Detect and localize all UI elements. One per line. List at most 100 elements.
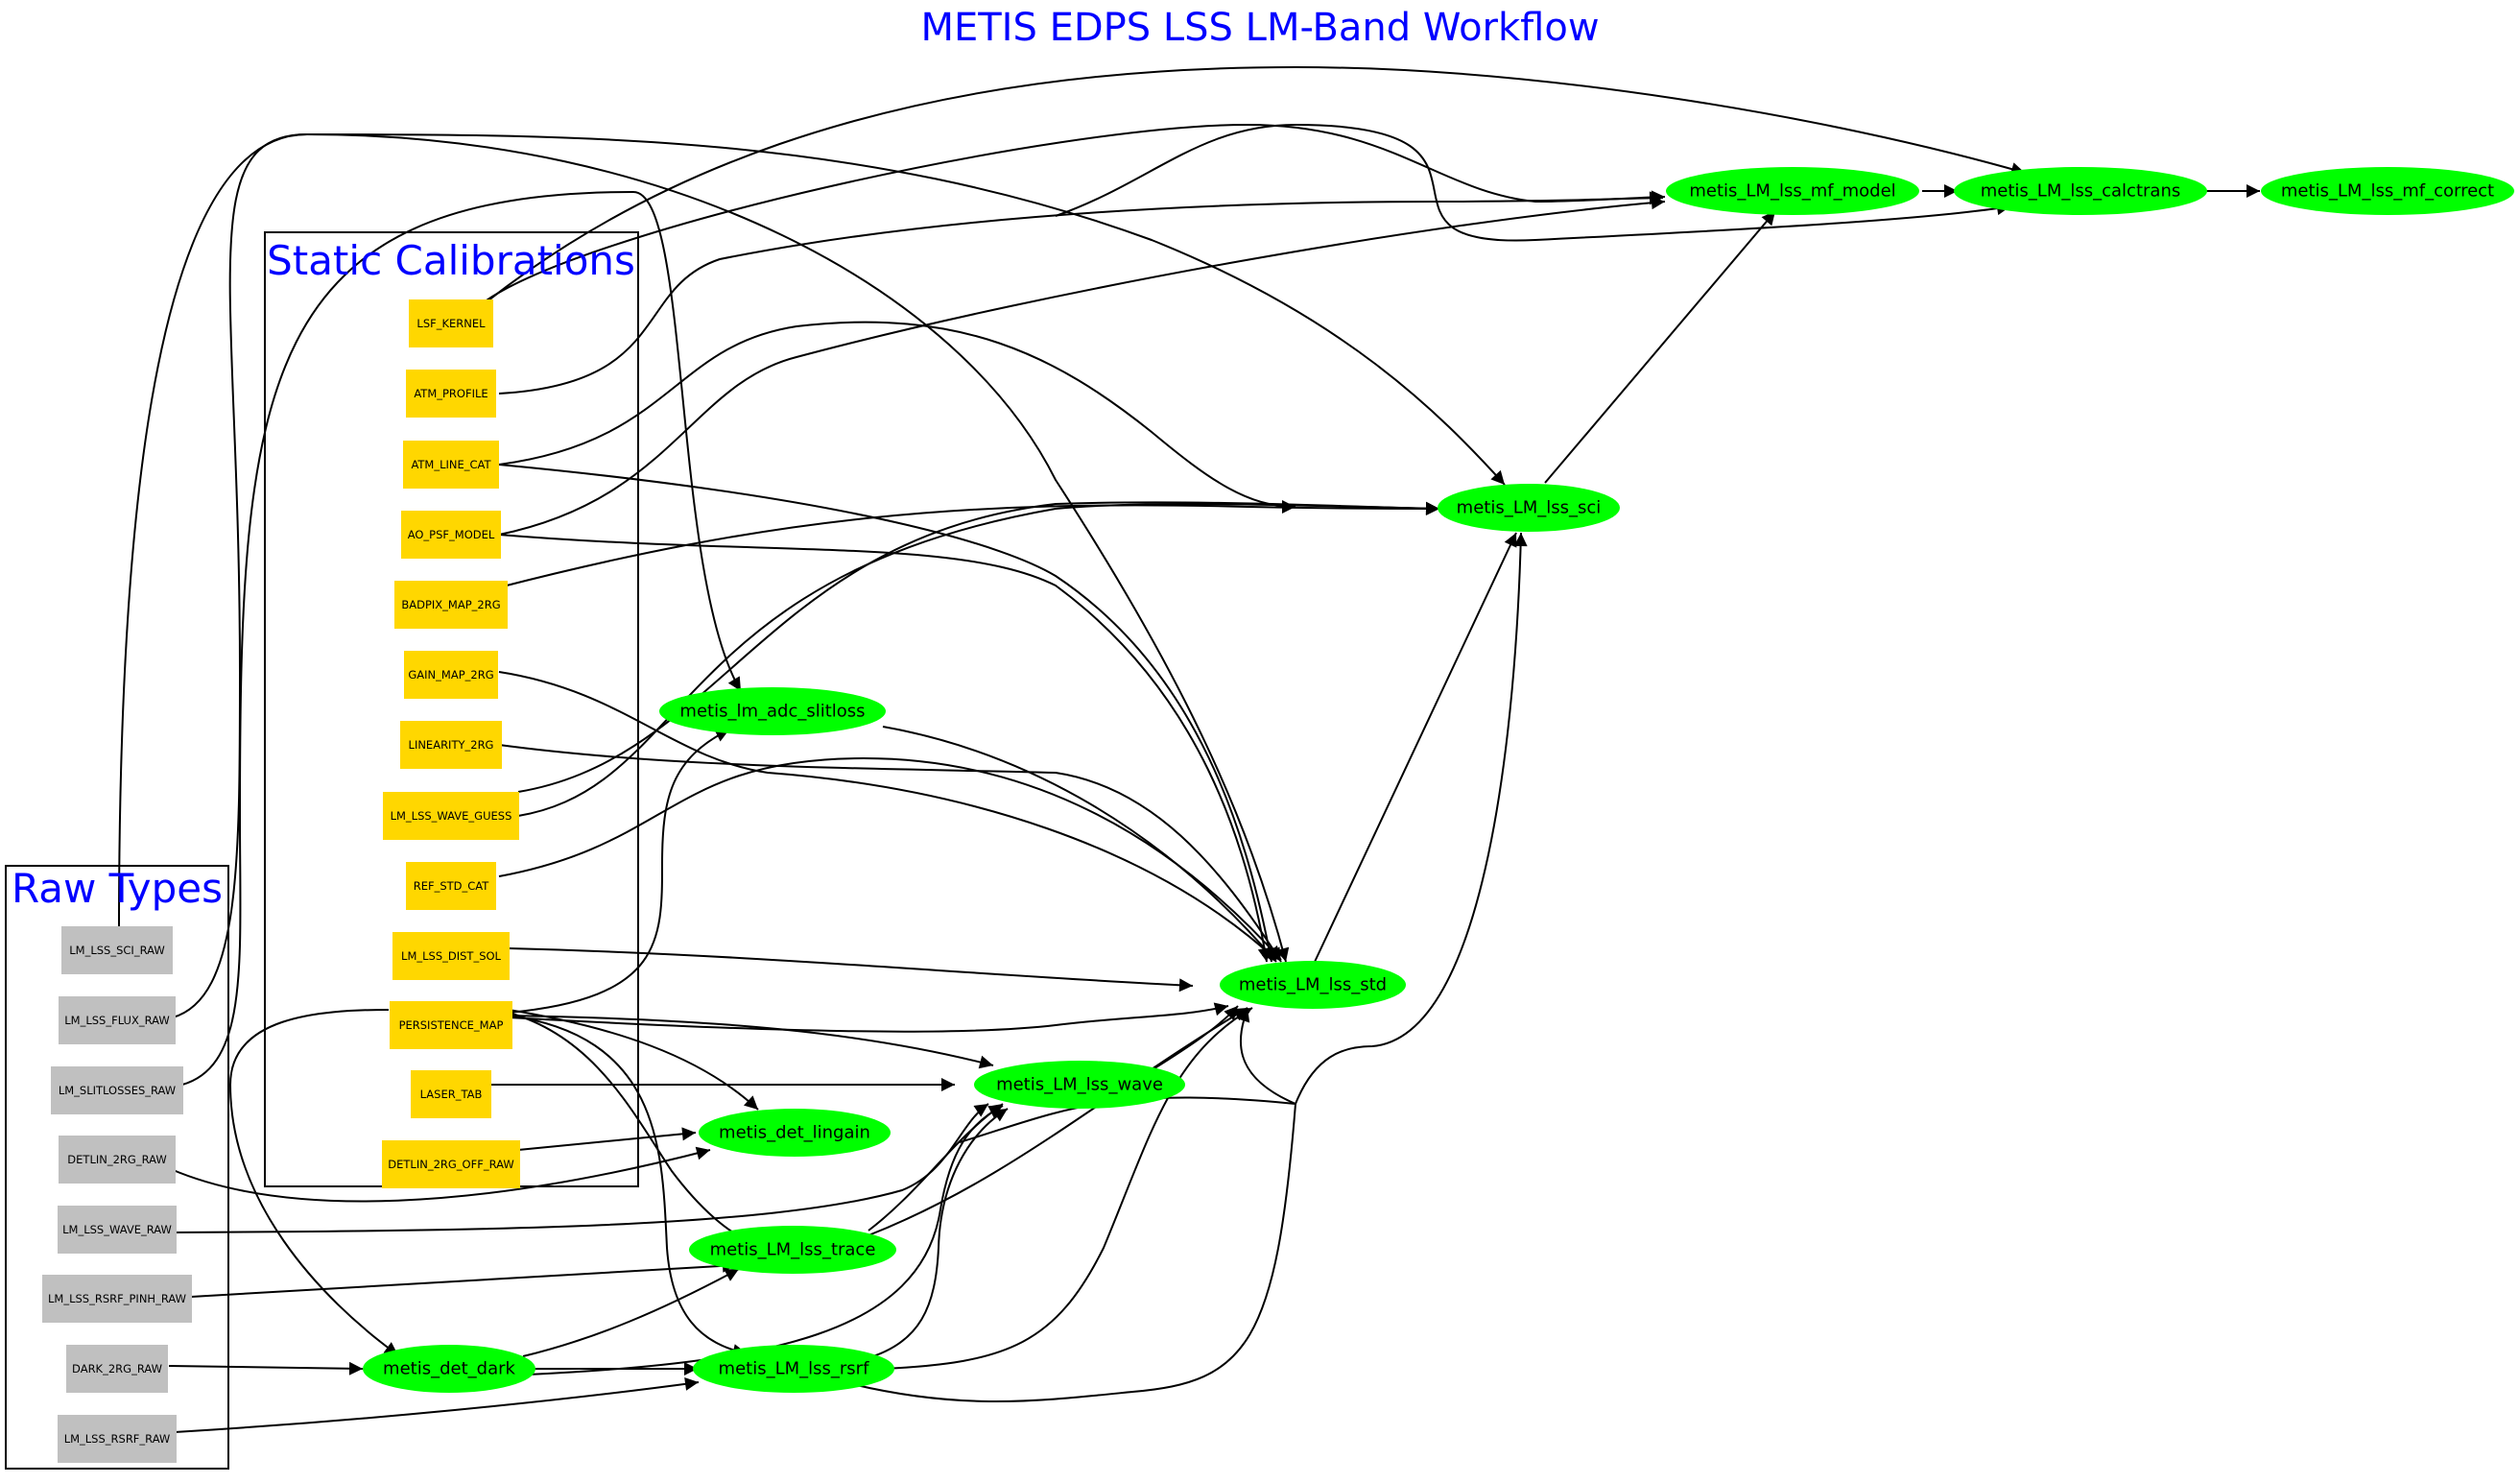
task-node-label: metis_lm_adc_slitloss [679, 702, 865, 722]
task-node-metis-lm-lss-trace: metis_LM_lss_trace [689, 1226, 896, 1274]
edge-detlin-to-lingain [170, 1146, 711, 1203]
static-node-linearity-2rg: LINEARITY_2RG [400, 721, 502, 769]
static-node-label: AO_PSF_MODEL [408, 528, 495, 541]
edge-persistence-to-wave [508, 1015, 994, 1069]
static-node-label: LM_LSS_DIST_SOL [401, 949, 502, 963]
task-nodes: metis_LM_lss_mf_model metis_LM_lss_calctr… [363, 167, 2514, 1393]
static-node-box [390, 1001, 512, 1049]
edge-persistence-to-trace [508, 1012, 749, 1242]
edge-wguess-to-sci [517, 501, 1440, 793]
edge-fluxraw-to-std [172, 132, 1290, 1018]
static-node-label: REF_STD_CAT [414, 879, 490, 893]
task-node-label: metis_LM_lss_calctrans [1981, 181, 2180, 202]
edge-persistence-to-rsrf [508, 1015, 748, 1357]
raw-node-box [42, 1275, 192, 1323]
static-node-lm-lss-dist-sol: LM_LSS_DIST_SOL [392, 932, 510, 980]
raw-node-lm-lss-sci-raw: LM_LSS_SCI_RAW [61, 926, 173, 974]
task-node-metis-lm-adc-slitloss: metis_lm_adc_slitloss [659, 687, 886, 735]
task-node-ellipse [689, 1226, 896, 1274]
static-node-box [404, 651, 498, 699]
edge-std-to-sci [1314, 532, 1517, 963]
static-node-box [392, 932, 510, 980]
task-node-metis-lm-lss-mf-model: metis_LM_lss_mf_model [1666, 167, 1919, 215]
raw-type-nodes: LM_LSS_SCI_RAW LM_LSS_FLUX_RAW LM_SLITLOSS… [42, 926, 192, 1463]
raw-node-box [58, 1415, 177, 1463]
edge-adc-to-std [882, 726, 1277, 963]
edge-gain-to-std [498, 671, 1277, 961]
static-node-box [394, 581, 508, 629]
edge-aopsf2-to-mfmodel [498, 196, 1666, 536]
static-node-label: LSF_KERNEL [416, 317, 486, 330]
static-node-gain-map-2rg: GAIN_MAP_2RG [404, 651, 498, 699]
static-node-label: GAIN_MAP_2RG [408, 668, 493, 682]
raw-node-label: LM_SLITLOSSES_RAW [59, 1084, 176, 1097]
static-node-label: BADPIX_MAP_2RG [401, 598, 500, 611]
task-node-label: metis_LM_lss_wave [996, 1075, 1163, 1095]
task-node-ellipse [1954, 167, 2207, 215]
static-node-box [406, 862, 496, 910]
static-node-label: DETLIN_2RG_OFF_RAW [388, 1158, 513, 1171]
task-node-label: metis_LM_lss_trace [710, 1240, 876, 1260]
static-node-atm-line-cat: ATM_LINE_CAT [403, 441, 499, 489]
edge-rsrf-to-std [882, 1007, 1253, 1370]
edge-rsrf-to-wave [863, 1108, 1009, 1360]
static-node-atm-profile: ATM_PROFILE [406, 370, 496, 418]
task-node-ellipse [1666, 167, 1919, 215]
edge-dark-to-trace [522, 1268, 740, 1357]
task-node-metis-det-dark: metis_det_dark [363, 1345, 535, 1393]
edge-atmlinecat-to-std [498, 464, 1276, 963]
edge-rsrfraw-to-rsrf [174, 1376, 700, 1433]
raw-node-box [61, 926, 173, 974]
task-node-label: metis_LM_lss_sci [1457, 498, 1602, 518]
edge-aopsf-to-std [498, 534, 1272, 963]
task-node-ellipse [1220, 961, 1406, 1009]
raw-node-dark-2rg-raw: DARK_2RG_RAW [66, 1345, 168, 1393]
raw-node-box [59, 996, 176, 1044]
edges [118, 65, 2260, 1433]
edge-sciraw-to-sci [118, 132, 1506, 930]
static-node-lm-lss-wave-guess: LM_LSS_WAVE_GUESS [383, 792, 519, 840]
task-node-metis-lm-lss-calctrans: metis_LM_lss_calctrans [1954, 167, 2207, 215]
static-node-box [383, 792, 519, 840]
static-node-persistence-map: PERSISTENCE_MAP [390, 1001, 512, 1049]
raw-node-label: LM_LSS_FLUX_RAW [64, 1014, 169, 1027]
edge-atmline2-to-calctrans [1055, 123, 2011, 242]
static-node-label: PERSISTENCE_MAP [399, 1018, 504, 1032]
edge-lingain-to-sci [517, 501, 1440, 817]
task-node-ellipse [2261, 167, 2514, 215]
static-node-box [411, 1070, 491, 1118]
raw-types-cluster-label: Raw Types [12, 865, 223, 912]
static-node-laser-tab: LASER_TAB [411, 1070, 491, 1118]
edge-badpix-to-sci [498, 501, 1440, 588]
static-node-box [401, 511, 501, 559]
raw-node-lm-lss-flux-raw: LM_LSS_FLUX_RAW [59, 996, 176, 1044]
task-node-ellipse [693, 1345, 894, 1393]
edge-lsfkernel-to-mfmodel [479, 123, 1666, 306]
static-node-box [400, 721, 502, 769]
edge-atmprofile-to-mfmodel [498, 191, 1664, 395]
edge-lsfkernel-to-calctrans [479, 65, 2026, 308]
raw-node-box [59, 1136, 176, 1184]
raw-node-label: DETLIN_2RG_RAW [67, 1153, 166, 1166]
edge-refstd-to-std [498, 756, 1282, 961]
static-node-box [406, 370, 496, 418]
task-node-ellipse [659, 687, 886, 735]
task-node-label: metis_LM_lss_mf_correct [2281, 181, 2494, 202]
raw-node-label: LM_LSS_WAVE_RAW [62, 1223, 172, 1236]
task-node-metis-lm-lss-sci: metis_LM_lss_sci [1438, 484, 1620, 532]
task-node-label: metis_LM_lss_rsrf [719, 1359, 870, 1379]
edge-detlinoff-to-lingain [517, 1127, 697, 1151]
static-node-box [382, 1140, 520, 1188]
static-node-detlin-2rg-off-raw: DETLIN_2RG_OFF_RAW [382, 1140, 520, 1188]
task-node-label: metis_det_dark [383, 1359, 515, 1379]
edge-trace-to-std [868, 1007, 1248, 1236]
edge-sci-to-mfmodel [1544, 210, 1776, 484]
task-node-label: metis_det_lingain [719, 1123, 870, 1143]
static-node-ao-psf-model: AO_PSF_MODEL [401, 511, 501, 559]
task-node-ellipse [363, 1345, 535, 1393]
raw-node-lm-lss-rsrf-pinh-raw: LM_LSS_RSRF_PINH_RAW [42, 1275, 192, 1323]
raw-node-box [51, 1066, 183, 1114]
edge-dark2rg-to-dark [168, 1361, 364, 1375]
task-node-ellipse [699, 1109, 891, 1157]
